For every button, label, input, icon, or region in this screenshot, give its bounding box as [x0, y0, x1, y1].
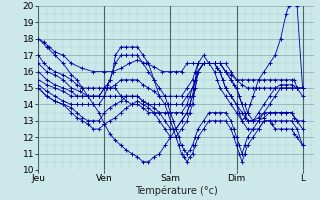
X-axis label: Température (°c): Température (°c): [135, 186, 217, 196]
